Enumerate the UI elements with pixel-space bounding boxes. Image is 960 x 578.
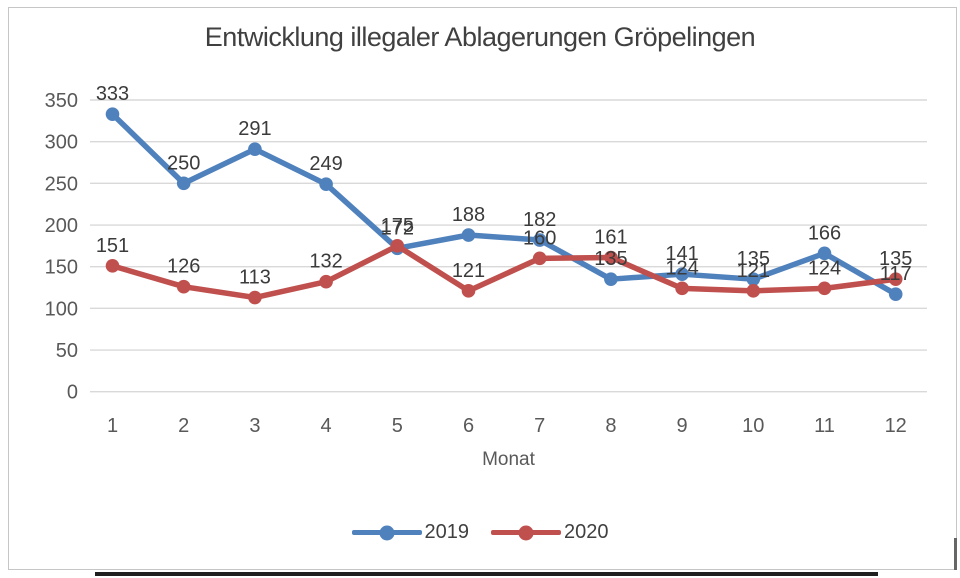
data-point-2020-5[interactable] bbox=[390, 239, 405, 253]
data-label-2020-4: 132 bbox=[309, 251, 342, 273]
x-tick-label: 12 bbox=[885, 415, 907, 437]
series-line-2019[interactable] bbox=[109, 111, 899, 297]
data-point-2020-3[interactable] bbox=[248, 290, 262, 305]
y-tick-label: 50 bbox=[56, 340, 78, 362]
y-tick-label: 150 bbox=[45, 257, 78, 279]
data-label-2019-6: 188 bbox=[452, 204, 485, 226]
x-tick-label: 9 bbox=[677, 415, 688, 437]
data-point-2019-4[interactable] bbox=[319, 177, 333, 191]
data-point-2020-10[interactable] bbox=[746, 284, 761, 298]
data-point-2020-8[interactable] bbox=[604, 250, 618, 265]
data-label-2020-12: 135 bbox=[879, 248, 912, 270]
y-tick-label: 300 bbox=[45, 132, 78, 154]
data-point-2020-4[interactable] bbox=[319, 274, 333, 289]
legend-label: 2020 bbox=[564, 521, 609, 543]
legend-line-marker-icon bbox=[351, 525, 422, 540]
x-tick-label: 8 bbox=[605, 415, 616, 437]
data-point-2019-1[interactable] bbox=[105, 107, 120, 121]
data-point-2019-3[interactable] bbox=[248, 142, 262, 156]
data-point-2019-8[interactable] bbox=[604, 272, 618, 286]
data-point-2019-7[interactable] bbox=[532, 233, 547, 247]
data-label-2019-7: 182 bbox=[523, 209, 556, 231]
data-label-2020-1: 151 bbox=[96, 235, 129, 257]
chart-title: Entwicklung illegaler Ablagerungen Gröpe… bbox=[204, 22, 756, 52]
data-label-2019-3: 291 bbox=[238, 118, 271, 140]
data-point-2020-6[interactable] bbox=[461, 284, 476, 298]
bottom-border-line bbox=[95, 572, 878, 576]
x-tick-label: 1 bbox=[107, 415, 118, 437]
data-point-2019-11[interactable] bbox=[817, 246, 832, 261]
legend-item-2019[interactable]: 2019 bbox=[351, 521, 470, 544]
data-label-2019-1: 333 bbox=[96, 83, 129, 105]
data-label-2020-2: 126 bbox=[167, 256, 200, 278]
data-label-2019-8: 135 bbox=[594, 248, 627, 270]
y-tick-label: 350 bbox=[45, 90, 78, 112]
data-label-2020-6: 121 bbox=[452, 260, 485, 282]
y-tick-label: 250 bbox=[45, 173, 78, 195]
data-label-2020-8: 161 bbox=[594, 227, 627, 249]
data-point-2020-9[interactable] bbox=[675, 281, 689, 296]
chart-legend: 2019 2020 bbox=[0, 521, 960, 544]
data-label-2019-5: 172 bbox=[381, 217, 414, 239]
series-line-2020[interactable] bbox=[109, 243, 899, 301]
data-point-2020-2[interactable] bbox=[176, 279, 191, 294]
y-tick-label: 0 bbox=[67, 382, 78, 404]
legend-item-2020[interactable]: 2020 bbox=[491, 521, 609, 544]
data-point-2020-12[interactable] bbox=[888, 272, 903, 286]
data-label-2020-5: 175 bbox=[381, 215, 414, 237]
legend-label: 2019 bbox=[424, 521, 470, 543]
x-tick-label: 10 bbox=[742, 415, 764, 437]
x-tick-label: 11 bbox=[814, 415, 835, 437]
data-label-2020-11: 124 bbox=[808, 257, 841, 279]
x-axis-title: Monat bbox=[482, 449, 535, 470]
data-label-2020-9: 124 bbox=[665, 257, 698, 279]
data-label-2020-3: 113 bbox=[239, 267, 271, 289]
data-point-2019-10[interactable] bbox=[746, 272, 761, 286]
x-tick-label: 5 bbox=[392, 415, 403, 437]
data-point-2019-9[interactable] bbox=[675, 267, 689, 281]
data-label-2019-9: 141 bbox=[665, 243, 698, 265]
data-point-2019-2[interactable] bbox=[176, 176, 191, 191]
y-tick-label: 200 bbox=[45, 215, 78, 237]
scrollbar-fragment bbox=[954, 538, 957, 570]
data-label-2019-11: 166 bbox=[808, 222, 841, 244]
x-tick-label: 6 bbox=[463, 415, 474, 437]
data-label-2019-12: 117 bbox=[880, 263, 912, 285]
data-point-2019-12[interactable] bbox=[888, 287, 903, 301]
data-label-2019-4: 249 bbox=[309, 153, 342, 175]
data-label-2020-10: 121 bbox=[737, 260, 770, 282]
data-point-2020-1[interactable] bbox=[105, 259, 120, 273]
x-tick-label: 2 bbox=[178, 415, 189, 437]
data-label-2020-7: 160 bbox=[523, 227, 556, 249]
x-tick-label: 4 bbox=[321, 415, 332, 437]
data-label-2019-10: 135 bbox=[737, 248, 770, 270]
data-point-2019-6[interactable] bbox=[461, 228, 476, 242]
y-tick-label: 100 bbox=[45, 298, 78, 320]
data-label-2019-2: 250 bbox=[167, 152, 200, 174]
legend-line-marker-icon bbox=[491, 525, 561, 540]
data-point-2020-7[interactable] bbox=[532, 251, 547, 266]
x-tick-label: 7 bbox=[534, 415, 545, 437]
data-point-2020-11[interactable] bbox=[817, 281, 832, 296]
x-tick-label: 3 bbox=[249, 415, 260, 437]
